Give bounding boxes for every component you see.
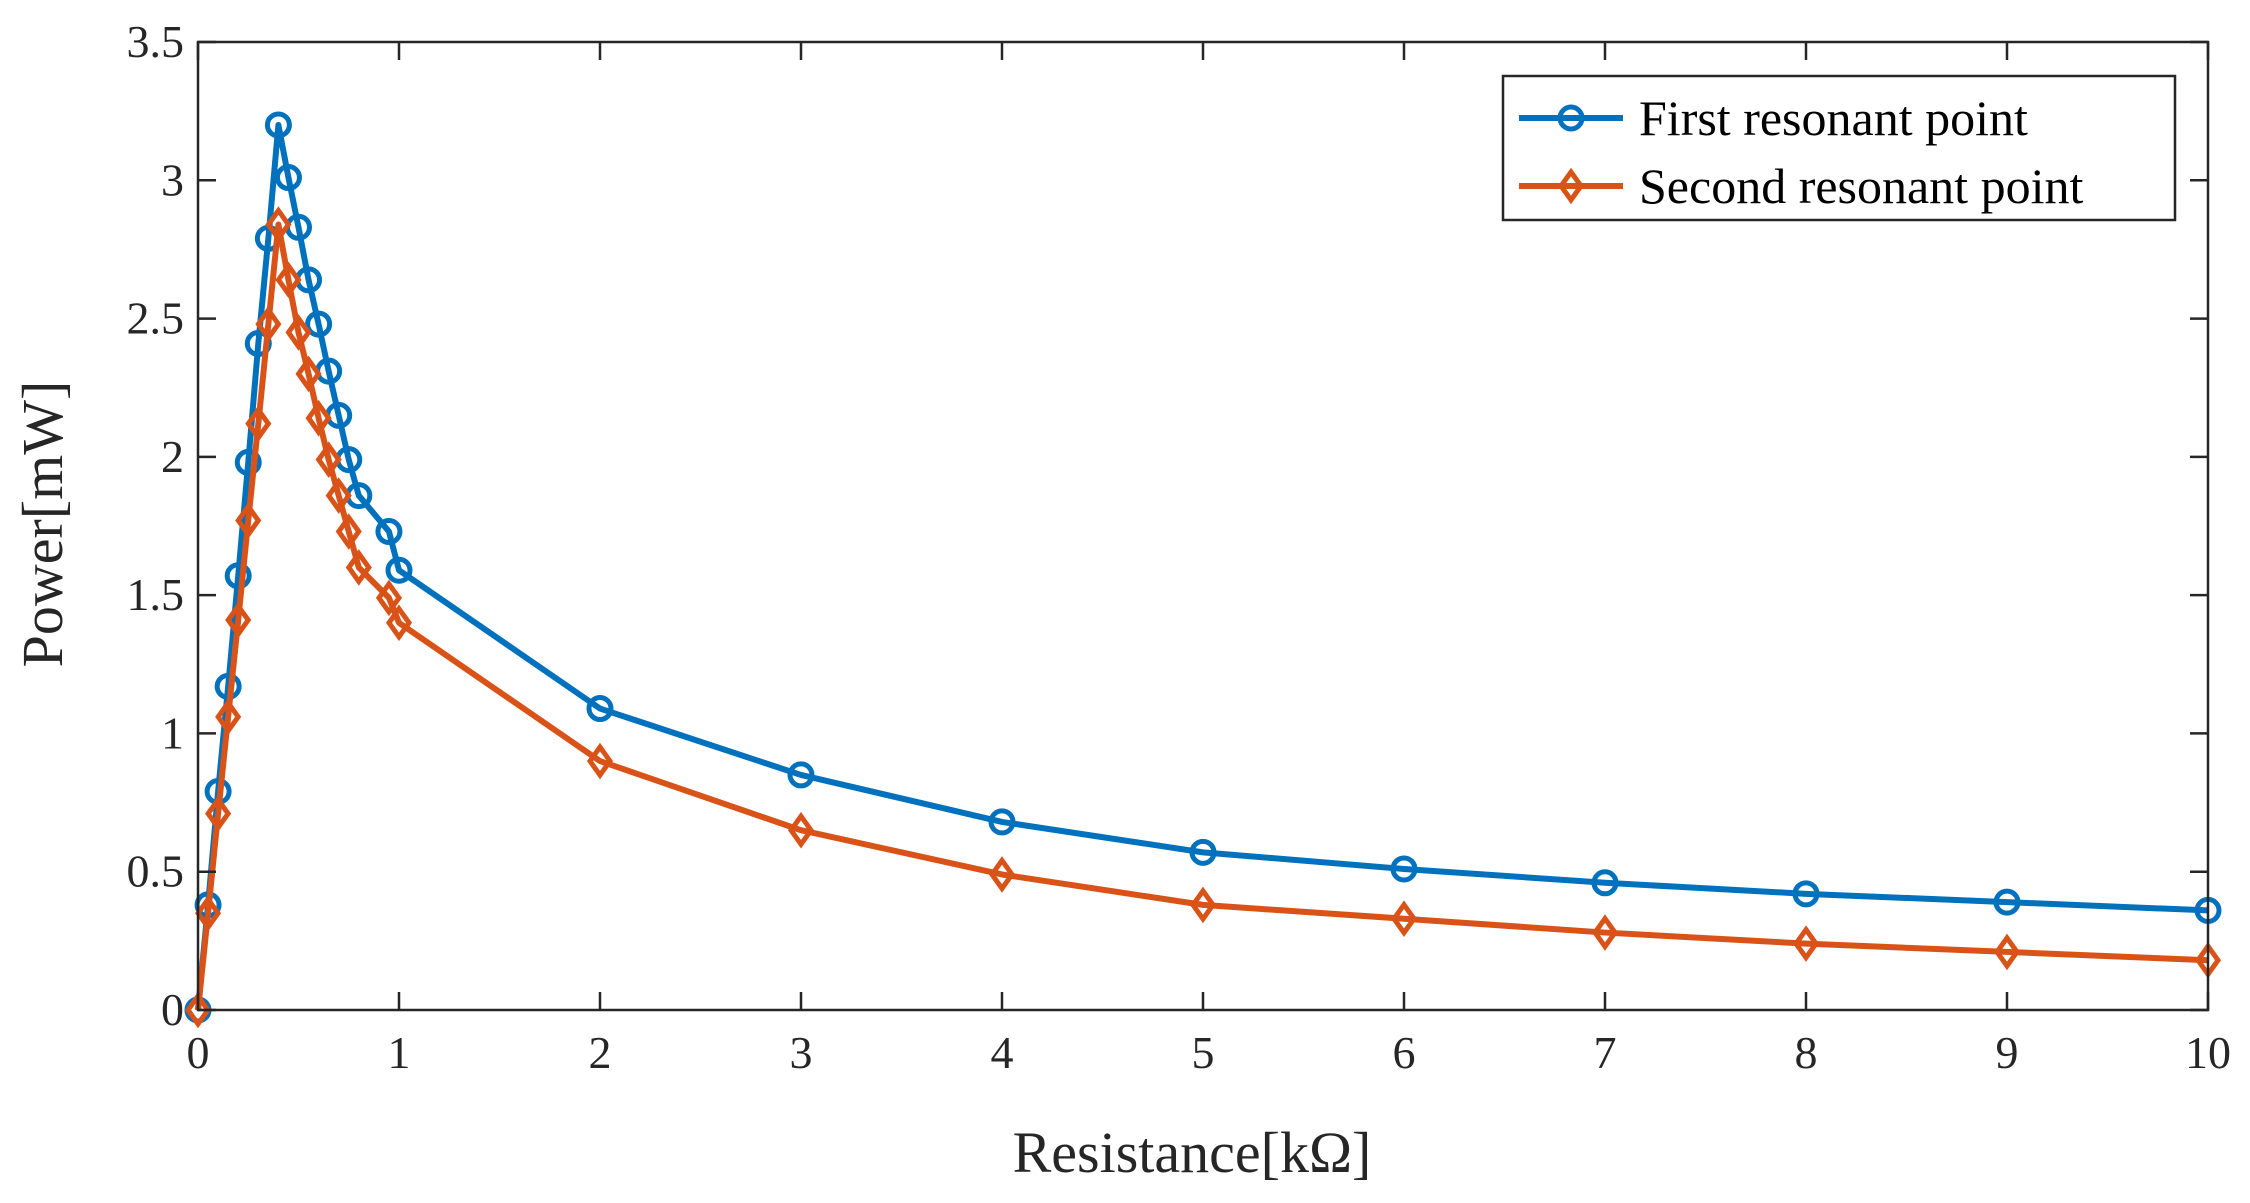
data-point [255, 305, 282, 343]
y-tick-label: 3 [161, 154, 184, 205]
data-point [787, 811, 815, 849]
x-axis-title: Resistance[kΩ] [1013, 1120, 1372, 1185]
y-tick-label: 0.5 [127, 846, 185, 897]
data-point [385, 604, 413, 642]
x-tick-label: 7 [1594, 1027, 1617, 1078]
data-point [325, 477, 352, 514]
data-point [205, 795, 232, 832]
data-point [1591, 869, 1619, 897]
y-axis-title: Power[mW] [10, 381, 75, 668]
legend-item-1: First resonant point [1519, 90, 2028, 146]
legend-item-2: Second resonant point [1519, 158, 2083, 214]
series-line-1 [195, 121, 2209, 1011]
data-point [184, 991, 212, 1029]
data-point [1993, 933, 2021, 971]
data-point [988, 856, 1016, 893]
data-point [315, 441, 342, 478]
data-point [375, 518, 403, 546]
y-tick-label: 2.5 [127, 293, 185, 344]
data-point [235, 502, 262, 539]
data-point [1792, 880, 1820, 908]
data-point [1591, 914, 1619, 951]
data-point [335, 513, 362, 550]
data-point [245, 405, 272, 442]
data-point [305, 399, 332, 437]
data-point [194, 894, 222, 932]
series-layer [184, 111, 2222, 1029]
data-point [586, 742, 614, 780]
data-point [385, 556, 413, 584]
y-tick-label: 0 [161, 984, 184, 1035]
legend: First resonant point Second resonant poin… [1501, 74, 2177, 222]
data-point [1189, 886, 1217, 924]
legend-label: Second resonant point [1639, 158, 2083, 214]
y-tick-label: 2 [161, 431, 184, 482]
x-tick-label: 1 [388, 1027, 411, 1078]
x-tick-label: 9 [1996, 1027, 2019, 1078]
y-tick-label: 3.5 [127, 16, 185, 67]
data-point [215, 698, 242, 736]
legend-label: First resonant point [1639, 90, 2028, 146]
series-line-2 [195, 221, 2209, 1011]
x-tick-label: 3 [790, 1027, 813, 1078]
x-tick-label: 5 [1192, 1027, 1215, 1078]
axes-layer [196, 40, 2210, 1012]
data-point [275, 261, 302, 299]
x-tick-label: 2 [589, 1027, 612, 1078]
x-tick-label: 6 [1393, 1027, 1416, 1078]
y-tick-label: 1.5 [127, 569, 185, 620]
legend-box [1501, 74, 2177, 222]
data-point [345, 549, 372, 586]
data-point [295, 355, 322, 393]
x-tick-label: 10 [2185, 1027, 2231, 1078]
data-point [285, 314, 312, 351]
data-point [305, 310, 333, 338]
x-tick-label: 0 [187, 1027, 210, 1078]
legend-marker [1557, 104, 1585, 132]
data-point [225, 601, 252, 639]
x-tick-label: 4 [991, 1027, 1014, 1078]
data-point [375, 579, 403, 617]
data-point [224, 562, 252, 590]
data-point [265, 206, 292, 243]
data-point [586, 695, 614, 723]
data-point [264, 111, 292, 139]
y-tick-label: 1 [161, 707, 184, 758]
data-point [1390, 900, 1418, 938]
tick-labels: 0 1 2 3 4 5 6 7 8 9 10 0 0.5 1 1.5 2 2.5 3 3.5 [127, 16, 2232, 1078]
data-point [1993, 888, 2021, 916]
data-point [234, 448, 262, 476]
data-point [1189, 838, 1217, 866]
series-2 [184, 206, 2222, 1029]
x-tick-label: 8 [1795, 1027, 1818, 1078]
data-point [1792, 925, 1820, 962]
data-point [1390, 855, 1418, 883]
data-point [787, 761, 815, 789]
legend-marker [1557, 167, 1585, 205]
data-point [988, 808, 1016, 836]
data-point [274, 164, 302, 192]
